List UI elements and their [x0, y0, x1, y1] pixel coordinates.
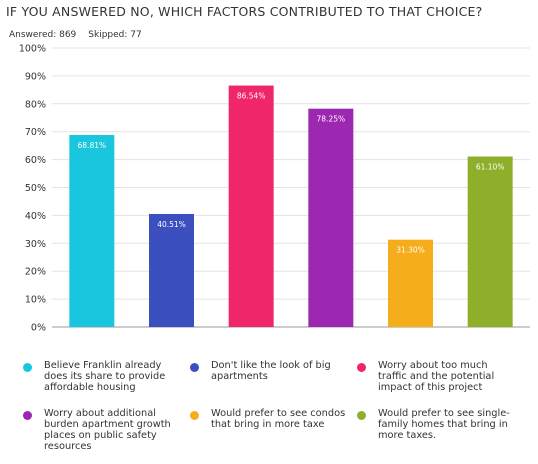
legend-swatch: [357, 363, 366, 372]
y-tick-label: 70%: [25, 127, 46, 138]
bar-chart: 0% 10% 20% 30% 40% 50% 60% 70% 80% 90% 100% 68.81% 4…: [19, 44, 530, 334]
y-tick-label: 100%: [19, 44, 46, 55]
y-tick-label: 10%: [25, 295, 46, 306]
response-stats: Answered: 869 Skipped: 77: [9, 30, 142, 40]
bar[interactable]: [149, 213, 194, 327]
answered-count: Answered: 869: [9, 30, 77, 40]
legend-swatch: [23, 411, 32, 420]
legend-label: Would prefer to see single-family homes …: [378, 408, 510, 441]
bar[interactable]: [388, 239, 433, 327]
bar-value-label: 40.51%: [157, 220, 186, 229]
legend-swatch: [23, 363, 32, 372]
bar[interactable]: [467, 156, 513, 327]
bar[interactable]: [228, 85, 274, 327]
y-tick-label: 60%: [25, 155, 46, 166]
legend-label: Worry about additional burden apartment …: [44, 408, 171, 452]
y-tick-label: 50%: [25, 183, 46, 194]
legend-label: Believe Franklin already does its share …: [44, 360, 166, 393]
bar-value-label: 61.10%: [476, 163, 505, 172]
legend-swatch: [190, 363, 199, 372]
question-title: IF YOU ANSWERED NO, WHICH FACTORS CONTRI…: [6, 4, 483, 19]
y-tick-label: 40%: [25, 211, 46, 222]
bar[interactable]: [308, 108, 354, 328]
legend-label: Would prefer to see condos that bring in…: [211, 408, 346, 430]
bar[interactable]: [69, 135, 115, 327]
legend-swatch: [190, 411, 199, 420]
y-tick-label: 30%: [25, 239, 46, 250]
y-tick-label: 90%: [25, 71, 46, 82]
legend-label: Don't like the look of big apartments: [211, 360, 331, 382]
bar-value-label: 31.30%: [396, 246, 425, 255]
legend-swatch: [357, 411, 366, 420]
bar-value-label: 86.54%: [237, 92, 266, 101]
y-tick-label: 0%: [31, 323, 46, 334]
y-tick-label: 80%: [25, 99, 46, 110]
y-tick-label: 20%: [25, 267, 46, 278]
skipped-count: Skipped: 77: [88, 30, 142, 40]
bar-value-label: 68.81%: [78, 141, 107, 150]
legend-label: Worry about too much traffic and the pot…: [378, 360, 495, 393]
bar-value-label: 78.25%: [317, 115, 346, 124]
